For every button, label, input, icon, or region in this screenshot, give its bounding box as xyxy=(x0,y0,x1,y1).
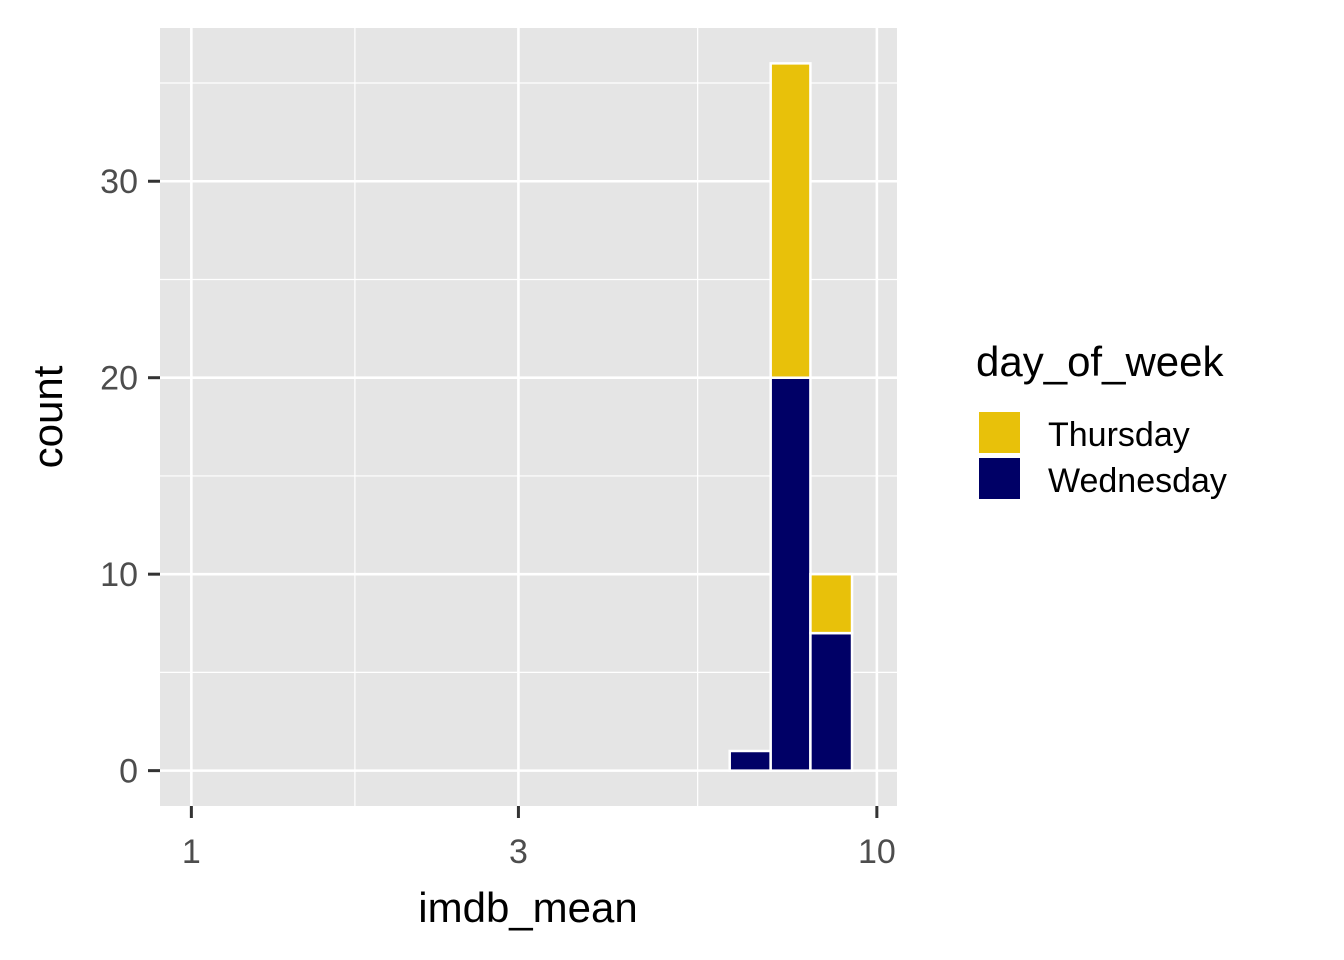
y-tick-label: 0 xyxy=(119,753,138,791)
legend-title: day_of_week xyxy=(976,338,1225,385)
x-tick-label: 3 xyxy=(509,833,528,871)
bar-wednesday xyxy=(809,631,854,772)
x-axis: 1 3 10 xyxy=(182,806,896,871)
y-axis: 0 10 20 30 xyxy=(100,163,160,791)
x-tick-label: 1 xyxy=(182,833,201,871)
minor-gridlines xyxy=(160,28,897,806)
bars xyxy=(728,62,854,772)
legend-label-thursday: Thursday xyxy=(1048,416,1190,454)
legend: day_of_week Thursday Wednesday xyxy=(976,338,1227,501)
bar-thursday xyxy=(809,572,854,635)
bar-wednesday xyxy=(769,376,812,772)
bar-wednesday xyxy=(728,749,772,772)
legend-label-wednesday: Wednesday xyxy=(1048,462,1227,500)
bar-thursday xyxy=(769,62,812,379)
legend-key-wednesday xyxy=(977,456,1022,501)
y-tick-label: 10 xyxy=(100,556,138,594)
y-tick-label: 20 xyxy=(100,360,138,398)
x-tick-label: 10 xyxy=(858,833,896,871)
x-axis-title: imdb_mean xyxy=(418,884,637,931)
legend-key-thursday xyxy=(977,410,1022,455)
y-axis-title: count xyxy=(24,365,71,468)
y-tick-label: 30 xyxy=(100,163,138,201)
